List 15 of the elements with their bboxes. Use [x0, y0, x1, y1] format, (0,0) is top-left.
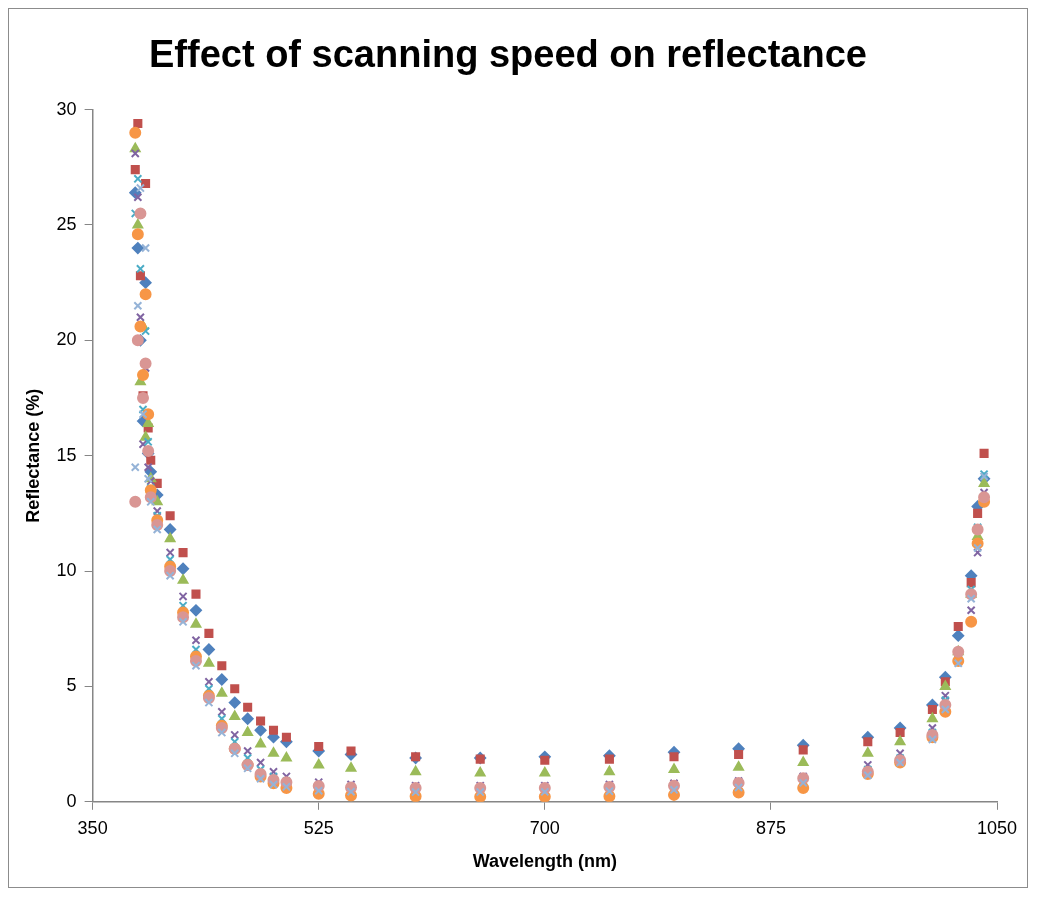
x-tick-label: 1050	[976, 817, 1018, 838]
y-tick-label: 20	[56, 329, 77, 350]
y-tick-label: 10	[56, 560, 77, 581]
x-tick-label: 525	[303, 817, 334, 838]
y-tick-label: 30	[56, 98, 77, 119]
x-tick-label: 350	[77, 817, 108, 838]
y-tick-label: 0	[66, 790, 77, 811]
y-tick-label: 5	[66, 675, 77, 696]
x-axis-title: Wavelength (nm)	[472, 851, 617, 872]
chart-title: Effect of scanning speed on reflectance	[149, 33, 867, 76]
y-axis-title: Reflectance (%)	[22, 388, 43, 523]
x-tick-label: 700	[529, 817, 560, 838]
y-tick-label: 15	[56, 444, 77, 465]
y-tick-label: 25	[56, 213, 77, 234]
x-tick-label: 875	[755, 817, 786, 838]
